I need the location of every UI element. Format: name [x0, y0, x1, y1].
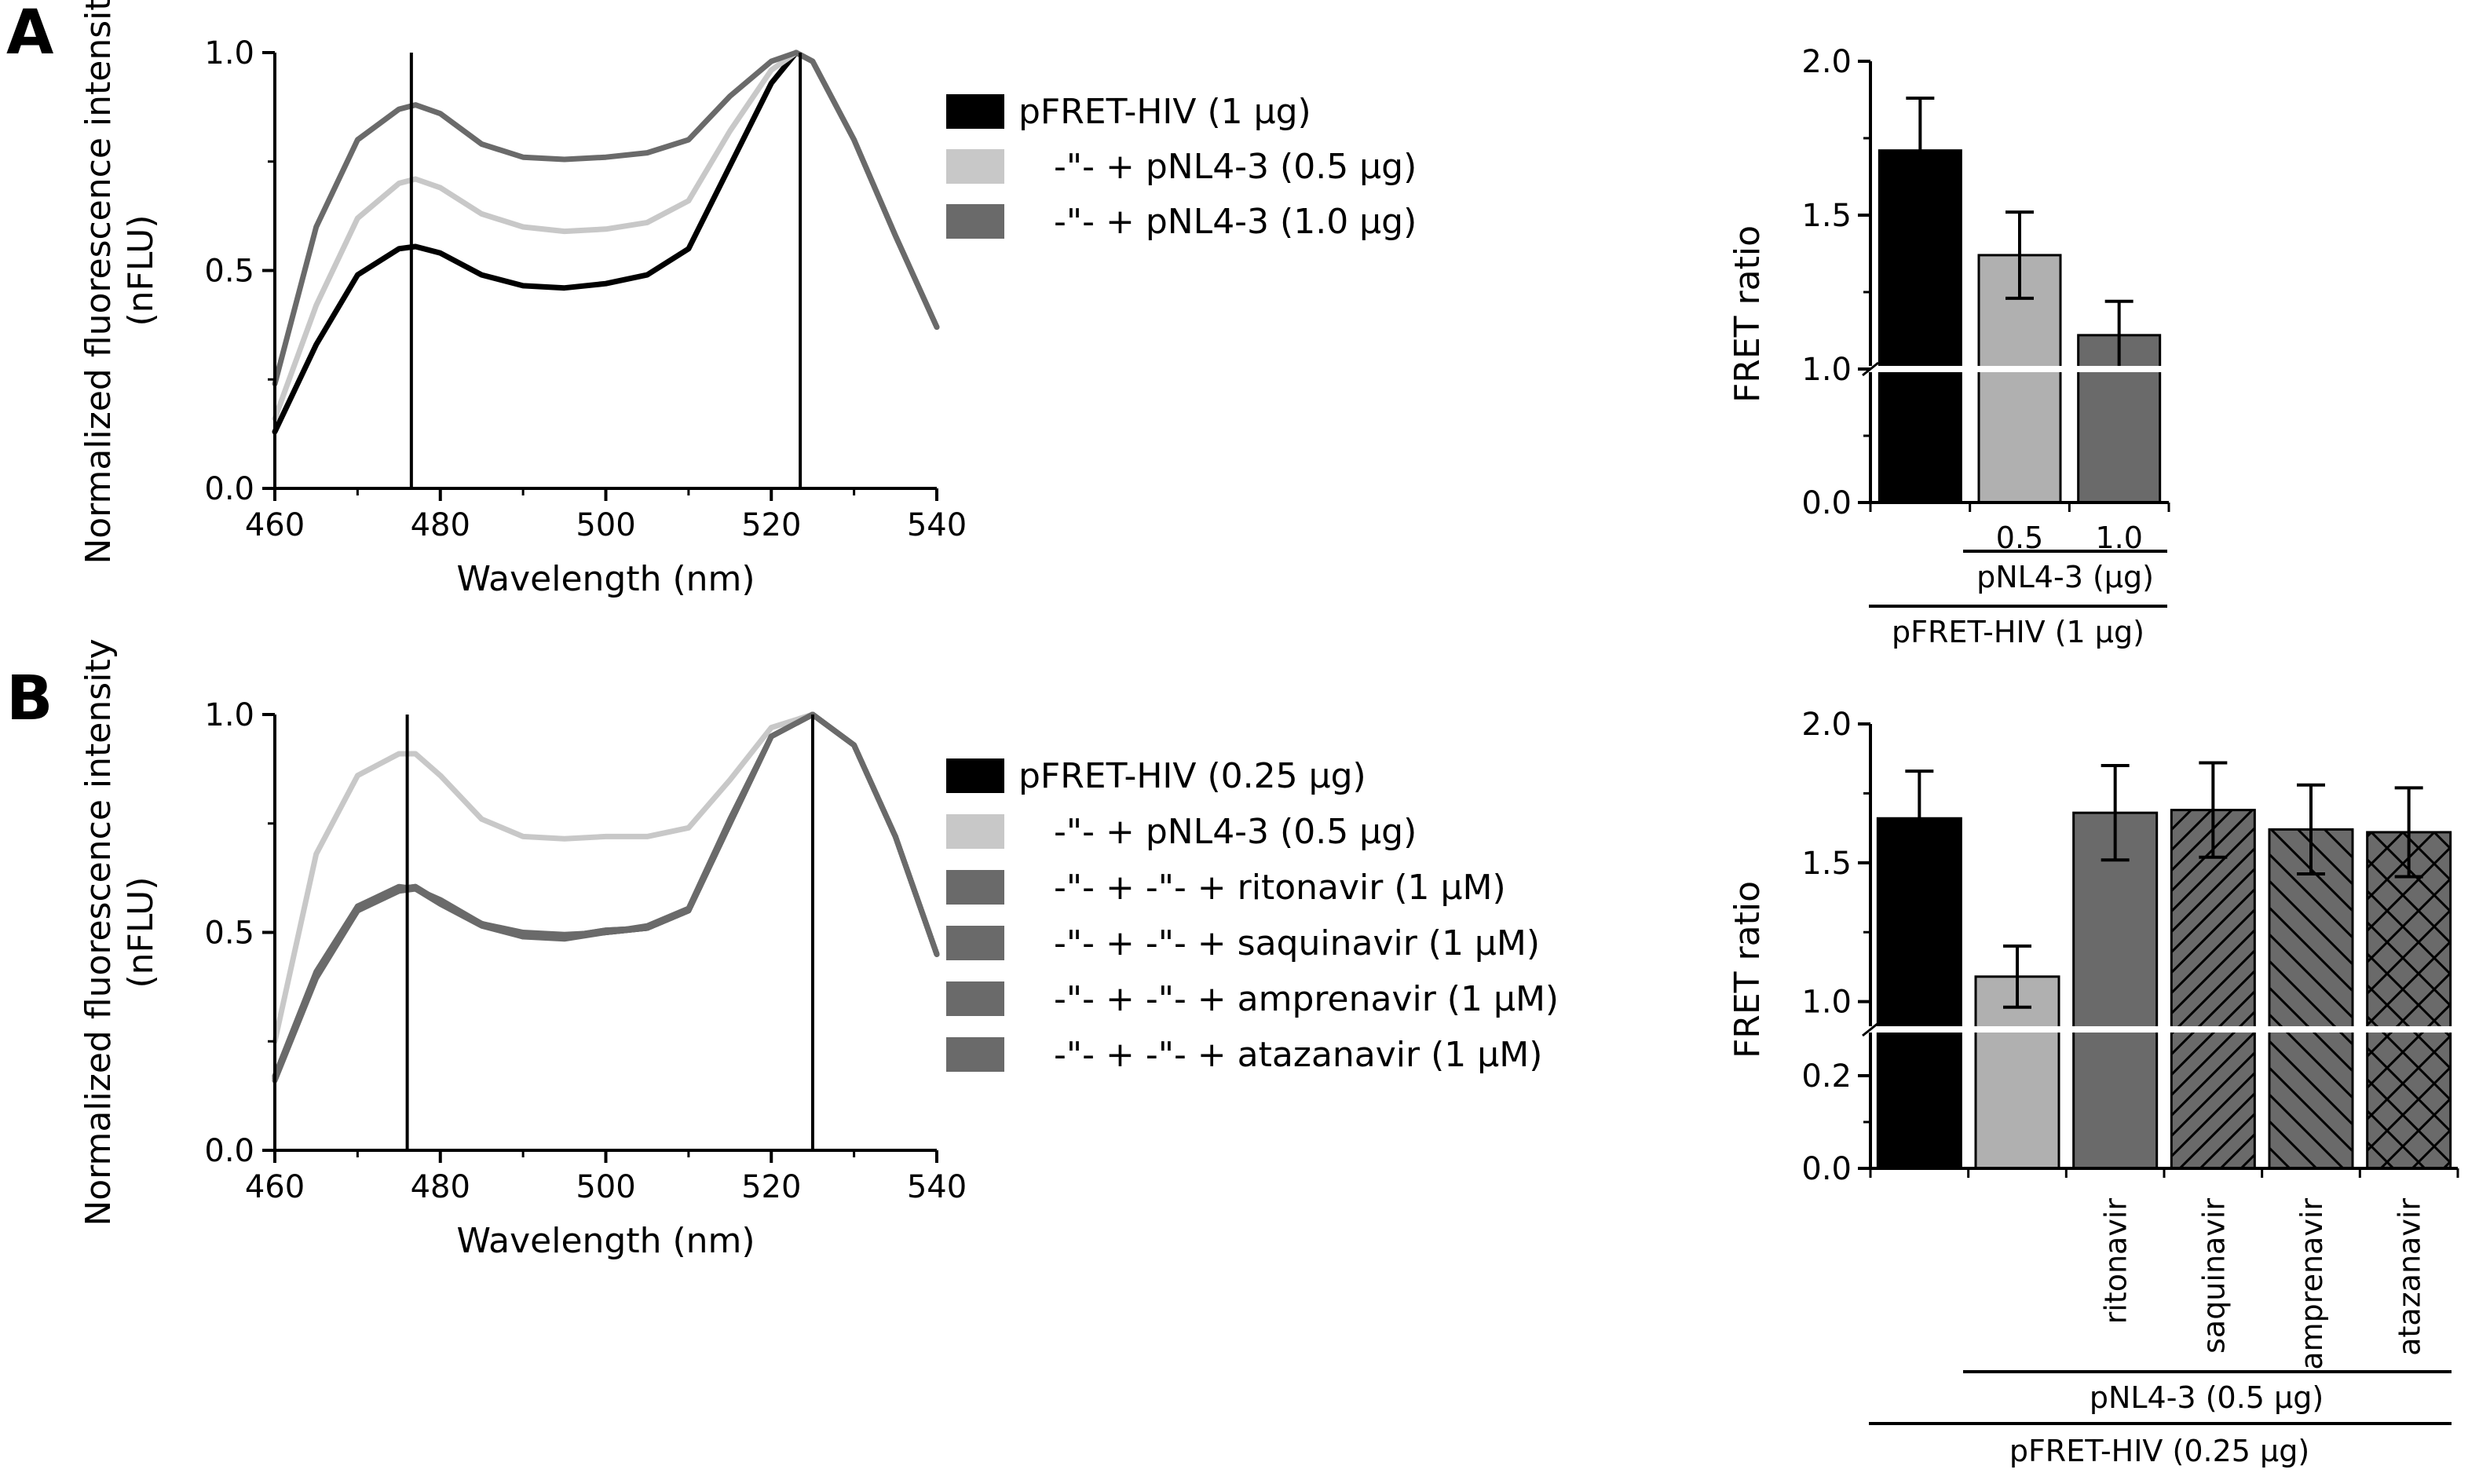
legend-b-label-0: pFRET-HIV (0.25 µg)	[1018, 756, 1366, 796]
plot-b-y-tick-label: 0.0	[204, 1133, 254, 1169]
legend-b-swatch-2	[946, 870, 1004, 905]
plot-b-series-5	[272, 711, 940, 1080]
plot-b-x-axis-title: Wavelength (nm)	[456, 1221, 755, 1261]
plot-b-x-tick-label: 540	[907, 1169, 967, 1205]
group-brackets-b: pNL4-3 (0.5 µg) pFRET-HIV (0.25 µg)	[1869, 1370, 2452, 1468]
plot-a-x-tick-label: 460	[245, 507, 305, 543]
bars-a-y-tick-label: 2.0	[1801, 44, 1852, 80]
bars-a-y-tick-label: 1.5	[1801, 198, 1852, 234]
plot-a-x-tick-label: 520	[741, 507, 801, 543]
legend-b-swatch-1	[946, 814, 1004, 849]
spectra-plot-b: 460 480 500 520 540 0.0 0.5 1.0 Wavelength (nm) N…	[79, 638, 967, 1261]
plot-b-y-tick-label: 0.5	[204, 916, 254, 952]
plot-a-y-axis-title: Normalized fluorescence intensity(nFLU)	[79, 0, 161, 565]
plot-b-x-tick-label: 480	[411, 1169, 470, 1205]
legend-b-label-2: -"- + -"- + ritonavir (1 µM)	[1054, 868, 1506, 908]
bars-b-bar-0	[1876, 817, 1962, 1170]
bar-chart-a: 1.0 1.5 2.0 0.0 0.5 1.0 FRET ratio	[1728, 44, 2175, 555]
plot-b-y-tick-label: 1.0	[204, 697, 254, 733]
legend-b-swatch-4	[946, 981, 1004, 1016]
bars-a-axis-break	[1859, 366, 2175, 372]
bars-a-category-label-1: 0.5	[1996, 521, 2043, 555]
bars-b-bar-2	[2072, 811, 2159, 1170]
group-brackets-a: pNL4-3 (µg) pFRET-HIV (1 µg)	[1869, 550, 2167, 649]
legend-b-label-1: -"- + pNL4-3 (0.5 µg)	[1054, 812, 1417, 852]
group-label-b-inner: pNL4-3 (0.5 µg)	[2090, 1380, 2324, 1415]
group-label-a-inner: pNL4-3 (µg)	[1976, 560, 2154, 594]
plot-a-x-axis-title: Wavelength (nm)	[456, 559, 755, 599]
plot-a-y-tick-label: 0.0	[204, 471, 254, 507]
panel-letter-b: B	[6, 663, 53, 734]
bars-b-break-mark	[1862, 1022, 1879, 1037]
bars-a-category-label-2: 1.0	[2095, 521, 2142, 555]
bars-b-y-tick-label: 1.0	[1801, 985, 1852, 1021]
legend-b-swatch-0	[946, 758, 1004, 793]
legend-a-swatch-0	[946, 94, 1004, 129]
legend-a-label-2: -"- + pNL4-3 (1.0 µg)	[1054, 202, 1417, 242]
legend-a-swatch-1	[946, 149, 1004, 184]
legend-b: pFRET-HIV (0.25 µg) -"- + pNL4-3 (0.5 µg)…	[946, 756, 1559, 1075]
bars-b-y-tick-label: 0.0	[1801, 1151, 1852, 1187]
plot-b-x-tick-label: 500	[576, 1169, 635, 1205]
legend-a-label-0: pFRET-HIV (1 µg)	[1018, 92, 1311, 132]
panel-letter-a: A	[6, 0, 53, 68]
bars-b-bar-3	[2170, 809, 2256, 1170]
legend-b-label-5: -"- + -"- + atazanavir (1 µM)	[1054, 1035, 1542, 1075]
group-label-b-outer: pFRET-HIV (0.25 µg)	[2009, 1434, 2309, 1468]
bars-b-y-tick-label: 1.5	[1801, 846, 1852, 882]
plot-b-series-1	[272, 711, 940, 1044]
legend-a: pFRET-HIV (1 µg) -"- + pNL4-3 (0.5 µg) -"-…	[946, 92, 1417, 242]
bars-b-axis-break	[1859, 1026, 2464, 1033]
bars-a-y-axis-title: FRET ratio	[1728, 225, 1768, 403]
plot-b-x-tick-label: 520	[741, 1169, 801, 1205]
bars-b-category-label-3: saquinavir	[2196, 1198, 2231, 1354]
bars-a-bar-0	[1878, 149, 1962, 504]
spectra-plot-a: 460 480 500 520 540 0.0 0.5 1.0 Wavelength (nm) N…	[79, 0, 967, 599]
bars-b-bar-5	[2366, 831, 2452, 1170]
plot-a-x-tick-label: 480	[411, 507, 470, 543]
bars-b-category-label-2: ritonavir	[2099, 1198, 2133, 1325]
legend-b-label-4: -"- + -"- + amprenavir (1 µM)	[1054, 979, 1559, 1019]
bars-b-y-axis-title: FRET ratio	[1728, 881, 1768, 1058]
bars-a-y-tick-label: 0.0	[1801, 485, 1852, 521]
legend-b-label-3: -"- + -"- + saquinavir (1 µM)	[1054, 923, 1540, 963]
bars-a-y-tick-label: 1.0	[1801, 352, 1852, 388]
bars-b-y-tick-label: 0.2	[1801, 1058, 1852, 1095]
bar-chart-b: 1.0 1.5 2.0 0.0 0.2 ritonavir saquinavir ampren…	[1728, 707, 2464, 1370]
bars-b-bar-4	[2268, 828, 2354, 1170]
plot-b-x-tick-label: 460	[245, 1169, 305, 1205]
legend-a-swatch-2	[946, 204, 1004, 239]
plot-a-y-tick-label: 0.5	[204, 254, 254, 290]
plot-a-x-tick-label: 540	[907, 507, 967, 543]
plot-b-y-axis-title: Normalized fluorescence intensity(nFLU)	[79, 638, 161, 1226]
legend-a-label-1: -"- + pNL4-3 (0.5 µg)	[1054, 147, 1417, 187]
legend-b-swatch-5	[946, 1037, 1004, 1072]
plot-a-y-tick-label: 1.0	[204, 35, 254, 71]
plot-a-series-2	[272, 49, 940, 387]
bars-b-category-label-5: atazanavir	[2393, 1198, 2427, 1356]
legend-b-swatch-3	[946, 926, 1004, 960]
bars-b-y-tick-label: 2.0	[1801, 707, 1852, 743]
plot-a-x-tick-label: 500	[576, 507, 635, 543]
group-label-a-outer: pFRET-HIV (1 µg)	[1892, 615, 2144, 649]
bars-b-category-label-4: amprenavir	[2294, 1198, 2329, 1370]
